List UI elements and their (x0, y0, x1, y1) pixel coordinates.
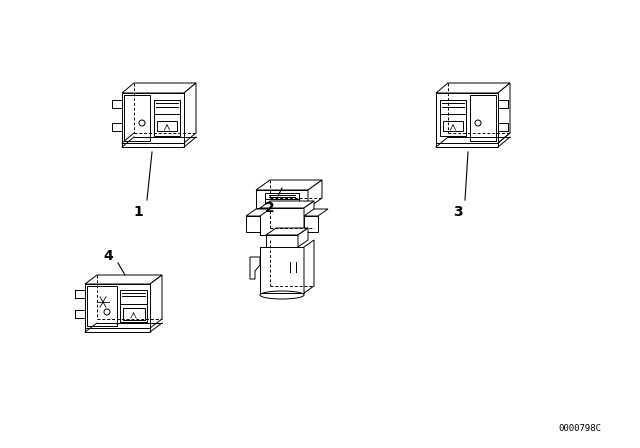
Text: 0000798C: 0000798C (559, 423, 602, 432)
Polygon shape (124, 95, 150, 141)
Polygon shape (304, 201, 314, 235)
Polygon shape (260, 201, 314, 208)
Polygon shape (308, 180, 322, 208)
Polygon shape (150, 275, 162, 328)
Polygon shape (436, 93, 498, 143)
Polygon shape (266, 235, 298, 247)
Polygon shape (260, 247, 304, 293)
Polygon shape (122, 83, 196, 93)
Polygon shape (250, 257, 260, 279)
Text: 3: 3 (453, 205, 463, 219)
Polygon shape (443, 121, 463, 131)
Polygon shape (256, 180, 322, 190)
Polygon shape (470, 95, 496, 141)
Polygon shape (304, 216, 318, 232)
Polygon shape (154, 100, 180, 136)
Polygon shape (122, 143, 184, 147)
Polygon shape (304, 209, 328, 216)
Polygon shape (85, 328, 150, 332)
Polygon shape (246, 216, 260, 232)
Polygon shape (122, 308, 145, 320)
Polygon shape (184, 83, 196, 143)
Polygon shape (498, 83, 510, 143)
Polygon shape (256, 190, 308, 208)
Polygon shape (304, 240, 314, 293)
Polygon shape (266, 228, 308, 235)
Polygon shape (436, 83, 510, 93)
Polygon shape (436, 143, 498, 147)
Polygon shape (157, 121, 177, 131)
Polygon shape (120, 290, 147, 322)
Polygon shape (298, 228, 308, 247)
Polygon shape (440, 100, 466, 136)
Text: 4: 4 (103, 249, 113, 263)
Text: 1: 1 (133, 205, 143, 219)
Polygon shape (260, 208, 304, 235)
Polygon shape (85, 284, 150, 328)
Polygon shape (265, 193, 299, 205)
Text: 2: 2 (265, 201, 275, 215)
Polygon shape (122, 93, 184, 143)
Polygon shape (85, 275, 162, 284)
Polygon shape (87, 286, 117, 326)
Polygon shape (246, 209, 270, 216)
